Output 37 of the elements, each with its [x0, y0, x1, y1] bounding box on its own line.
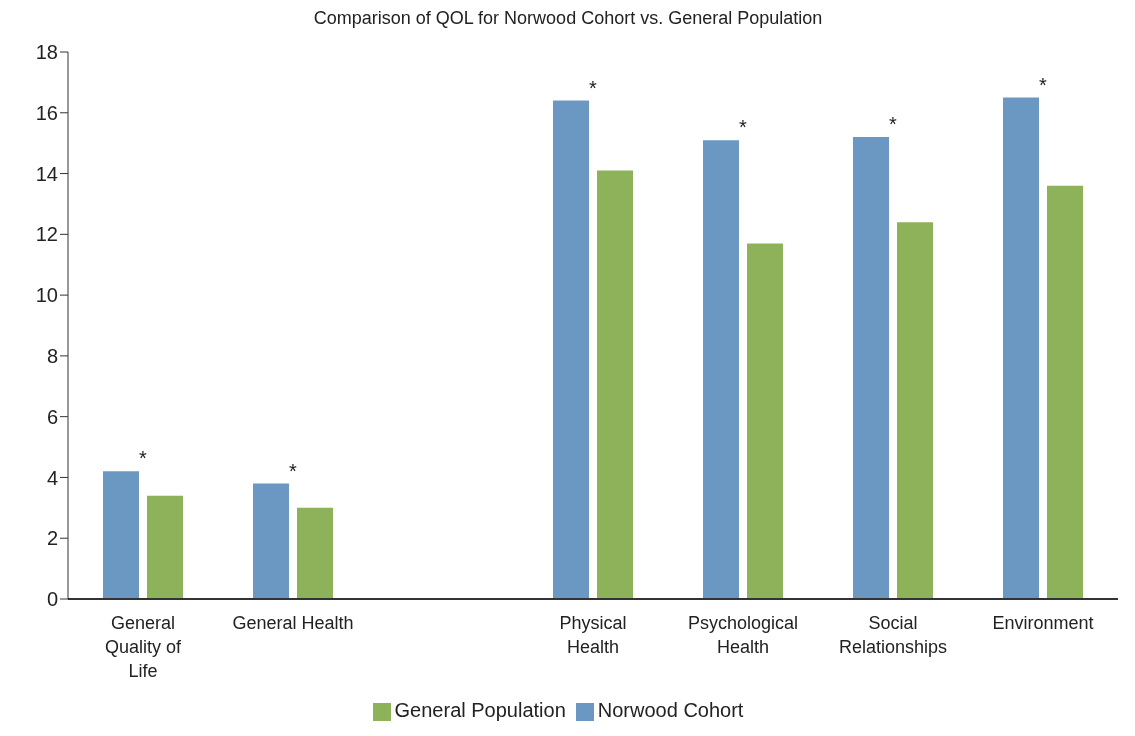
bar: [897, 222, 933, 599]
bar: [703, 140, 739, 599]
bar: [1047, 185, 1083, 599]
bar: [103, 471, 139, 599]
y-tick-label: 10: [35, 284, 58, 307]
bar: [297, 507, 333, 599]
annotation: *: [889, 113, 898, 136]
bar: [147, 495, 183, 599]
bar: [1003, 97, 1039, 599]
y-tick-label: 16: [35, 101, 58, 124]
bar: [553, 100, 589, 599]
annotation: *: [1039, 73, 1048, 96]
y-tick-label: 18: [35, 41, 58, 64]
annotation: *: [139, 447, 148, 470]
bar: [747, 243, 783, 599]
y-tick-label: 8: [46, 344, 58, 367]
bar: [253, 483, 289, 599]
y-tick-label: 14: [35, 162, 58, 185]
chart-title: Comparison of QOL for Norwood Cohort vs. General Population: [312, 8, 824, 30]
x-tick-label: Environment: [992, 613, 1094, 633]
y-tick-label: 2: [46, 527, 58, 550]
y-tick-label: 0: [46, 588, 58, 611]
annotation: *: [589, 76, 598, 99]
bar: [597, 170, 633, 599]
annotation: *: [289, 459, 298, 482]
y-tick-label: 12: [35, 223, 58, 246]
x-tick-label: General Health: [232, 613, 354, 633]
legend-label: Norwood Cohort: [597, 699, 744, 721]
annotation: *: [739, 116, 748, 139]
x-tick-label: General Quality of Life: [104, 613, 183, 681]
y-tick-label: 6: [46, 405, 58, 428]
x-tick-label: Psychological Health: [687, 613, 799, 657]
x-tick-label: Physical Health: [559, 613, 627, 657]
y-tick-label: 4: [46, 466, 58, 489]
x-tick-label: Social Relationships: [838, 613, 948, 657]
bar: [853, 137, 889, 599]
legend-label: General Population: [394, 699, 566, 721]
